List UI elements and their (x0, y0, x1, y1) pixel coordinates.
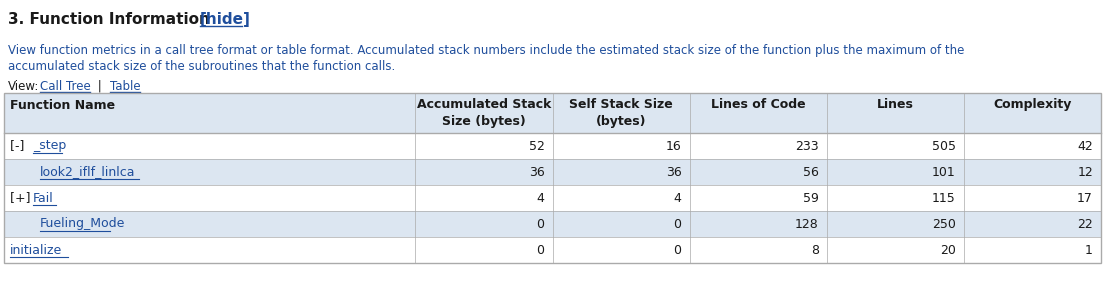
Text: [+]: [+] (10, 191, 34, 204)
Text: 20: 20 (940, 243, 956, 256)
Text: 52: 52 (528, 140, 545, 153)
Text: |: | (94, 80, 105, 93)
Text: 233: 233 (796, 140, 819, 153)
Text: Complexity: Complexity (993, 98, 1072, 111)
Text: accumulated stack size of the subroutines that the function calls.: accumulated stack size of the subroutine… (8, 60, 396, 73)
Text: 0: 0 (537, 217, 545, 230)
Text: 36: 36 (529, 165, 545, 178)
Text: 128: 128 (794, 217, 819, 230)
Text: initialize: initialize (10, 243, 62, 256)
Text: look2_iflf_linlca: look2_iflf_linlca (40, 165, 136, 178)
Text: 42: 42 (1077, 140, 1093, 153)
Text: 56: 56 (803, 165, 819, 178)
Text: 12: 12 (1077, 165, 1093, 178)
Text: 505: 505 (932, 140, 956, 153)
Text: 59: 59 (803, 191, 819, 204)
Text: [hide]: [hide] (200, 12, 251, 27)
Bar (4, 93, 1101, 263)
Text: _step: _step (33, 140, 66, 153)
Text: 17: 17 (1077, 191, 1093, 204)
Text: 22: 22 (1077, 217, 1093, 230)
Text: 36: 36 (666, 165, 682, 178)
Bar (4, 133, 1101, 159)
Text: 4: 4 (674, 191, 682, 204)
Text: 115: 115 (933, 191, 956, 204)
Text: 0: 0 (674, 217, 682, 230)
Bar (4, 159, 1101, 185)
Text: 16: 16 (666, 140, 682, 153)
Bar (4, 211, 1101, 237)
Text: View:: View: (8, 80, 40, 93)
Text: Lines: Lines (877, 98, 914, 111)
Text: 8: 8 (811, 243, 819, 256)
Bar (4, 185, 1101, 211)
Text: 4: 4 (537, 191, 545, 204)
Text: Function Name: Function Name (10, 99, 115, 112)
Text: 3. Function Information: 3. Function Information (8, 12, 215, 27)
Text: Self Stack Size
(bytes): Self Stack Size (bytes) (569, 98, 673, 128)
Text: Fueling_Mode: Fueling_Mode (40, 217, 125, 230)
Text: 0: 0 (537, 243, 545, 256)
Text: Accumulated Stack
Size (bytes): Accumulated Stack Size (bytes) (417, 98, 551, 128)
Text: 1: 1 (1085, 243, 1093, 256)
Text: 250: 250 (932, 217, 956, 230)
Text: [-]: [-] (10, 140, 29, 153)
Text: 0: 0 (674, 243, 682, 256)
Text: Call Tree: Call Tree (40, 80, 91, 93)
Text: Table: Table (110, 80, 140, 93)
Text: Fail: Fail (33, 191, 54, 204)
Text: View function metrics in a call tree format or table format. Accumulated stack n: View function metrics in a call tree for… (8, 44, 965, 57)
Text: Lines of Code: Lines of Code (711, 98, 806, 111)
Bar (4, 93, 1101, 133)
Bar (4, 237, 1101, 263)
Text: 101: 101 (933, 165, 956, 178)
